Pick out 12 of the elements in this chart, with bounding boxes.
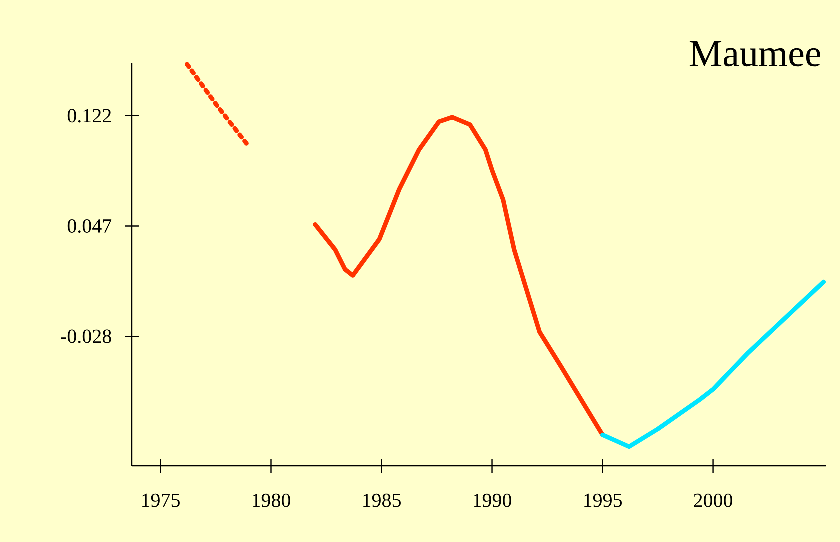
- line-series: [600, 280, 826, 450]
- x-tick-label: 1980: [253, 494, 290, 508]
- y-tick-label: 0.122: [68, 109, 112, 123]
- x-tick-label: 2000: [694, 494, 733, 508]
- x-tick-label: 1995: [584, 494, 622, 508]
- y-tick-label: 0.047: [68, 219, 112, 234]
- y-tick-label: -0.028: [61, 330, 112, 344]
- line-series: [313, 115, 606, 438]
- x-tick-label: 1975: [142, 494, 180, 508]
- x-tick-label: 1990: [474, 494, 512, 508]
- chart-title: Maumee: [690, 41, 820, 67]
- x-tick-label: 1985: [364, 494, 401, 508]
